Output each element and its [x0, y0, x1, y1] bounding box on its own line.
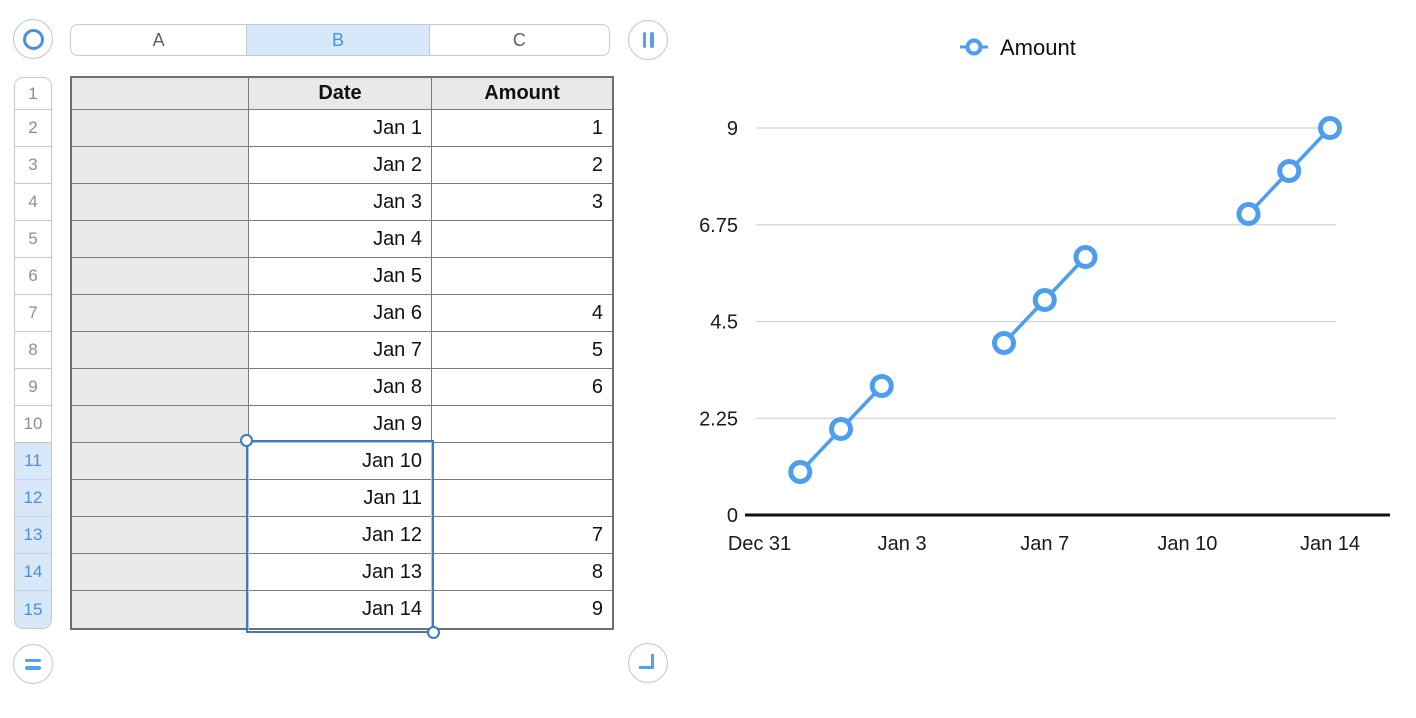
data-point-jan-7[interactable]: [1032, 288, 1057, 312]
cell-B14[interactable]: Jan 13: [249, 554, 432, 591]
cell-C14[interactable]: 8: [432, 554, 612, 591]
row-header-13[interactable]: 13: [15, 517, 51, 554]
row-header-7[interactable]: 7: [15, 295, 51, 332]
column-header-C[interactable]: C: [512, 29, 526, 50]
cell-A12[interactable]: [72, 480, 249, 517]
cell-C6[interactable]: [432, 258, 612, 295]
selection-handle-top-left[interactable]: [240, 434, 253, 447]
cell-B4[interactable]: Jan 3: [249, 184, 432, 221]
column-header-A[interactable]: A: [71, 25, 248, 55]
row-header-12[interactable]: 12: [15, 480, 51, 517]
row-header-11[interactable]: 11: [15, 443, 51, 480]
y-tick-label: 0: [727, 505, 738, 527]
cell-A10[interactable]: [72, 406, 249, 443]
data-point-jan-2[interactable]: [829, 417, 853, 441]
row-header-10[interactable]: 10: [15, 406, 51, 443]
cell-B11[interactable]: Jan 10: [249, 443, 432, 480]
cell-C13[interactable]: 7: [432, 517, 612, 554]
row-header-4[interactable]: 4: [15, 184, 51, 221]
x-tick-label: Dec 31: [728, 533, 791, 555]
cell-A2[interactable]: [72, 110, 249, 147]
cell-B13[interactable]: Jan 12: [249, 517, 432, 554]
cell-C11[interactable]: [432, 443, 612, 480]
cell-B9[interactable]: Jan 8: [249, 369, 432, 406]
selection-handle-bottom-right[interactable]: [427, 626, 440, 639]
cell-C15[interactable]: 9: [591, 598, 603, 620]
cell-B7[interactable]: Jan 6: [249, 295, 432, 332]
double-vertical-bars-icon: [642, 32, 654, 48]
cell-B6[interactable]: Jan 5: [249, 258, 432, 295]
cell-B3[interactable]: Jan 2: [249, 147, 432, 184]
row-header-9[interactable]: 9: [15, 369, 51, 406]
row-header-bar: 1 2 3 4 5 6 7 8 9 10 11 12 13 14 15: [14, 77, 52, 629]
cell-B5[interactable]: Jan 4: [249, 221, 432, 258]
table-resize-handle[interactable]: [628, 643, 668, 683]
cell-B10[interactable]: Jan 9: [249, 406, 432, 443]
spreadsheet-table: Date Amount Jan 1 1 Jan 2 2 Jan 3 3 Jan 4 Jan 5 Ja…: [70, 76, 614, 630]
data-point-jan-8[interactable]: [1073, 245, 1098, 269]
row-header-6[interactable]: 6: [15, 258, 51, 295]
cell-B2[interactable]: Jan 1: [249, 110, 432, 147]
y-tick-label: 6.75: [700, 215, 738, 237]
row-header-2[interactable]: 2: [15, 110, 51, 147]
row-header-14[interactable]: 14: [15, 554, 51, 591]
row-header-15[interactable]: 15: [15, 591, 51, 628]
cell-C7[interactable]: 4: [432, 295, 612, 332]
cell-C10[interactable]: [432, 406, 612, 443]
corner-bracket-icon: [639, 654, 654, 669]
table-select-handle[interactable]: [13, 19, 53, 59]
cell-C12[interactable]: [432, 480, 612, 517]
cell-B12[interactable]: Jan 11: [249, 480, 432, 517]
cell-A15[interactable]: [72, 591, 249, 628]
cell-A3[interactable]: [72, 147, 249, 184]
y-tick-label: 4.5: [710, 312, 738, 334]
row-header-8[interactable]: 8: [15, 332, 51, 369]
row-header-5[interactable]: 5: [15, 221, 51, 258]
cell-A6[interactable]: [72, 258, 249, 295]
cell-C9[interactable]: 6: [432, 369, 612, 406]
cell-A14[interactable]: [72, 554, 249, 591]
cell-C1[interactable]: Amount: [432, 78, 612, 110]
y-tick-label: 9: [727, 118, 738, 140]
cell-C3[interactable]: 2: [432, 147, 612, 184]
row-header-1[interactable]: 1: [15, 78, 51, 110]
line-chart[interactable]: 0 2.25 4.5 6.75 9 Dec 31 Jan 3 Jan 7 Jan 10 Jan 1…: [700, 0, 1416, 718]
cell-C5[interactable]: [432, 221, 612, 258]
cell-A8[interactable]: [72, 332, 249, 369]
data-point-jan-12[interactable]: [1236, 202, 1261, 226]
data-point-jan-1[interactable]: [788, 460, 813, 484]
y-tick-label: 2.25: [700, 408, 738, 430]
legend-label: Amount: [1000, 35, 1076, 60]
cell-A7[interactable]: [72, 295, 249, 332]
cell-A5[interactable]: [72, 221, 249, 258]
data-point-jan-3[interactable]: [869, 374, 894, 398]
add-columns-handle[interactable]: [628, 20, 668, 60]
legend-marker-icon: [965, 38, 983, 56]
x-tick-label: Jan 14: [1300, 533, 1360, 555]
cell-C4[interactable]: 3: [432, 184, 612, 221]
data-point-jan-6[interactable]: [992, 331, 1016, 355]
cell-A9[interactable]: [72, 369, 249, 406]
x-tick-label: Jan 7: [1020, 533, 1069, 555]
circle-icon: [22, 28, 44, 50]
x-tick-label: Jan 10: [1157, 533, 1217, 555]
cell-B8[interactable]: Jan 7: [249, 332, 432, 369]
cell-C8[interactable]: 5: [432, 332, 612, 369]
cell-C2[interactable]: 1: [432, 110, 612, 147]
data-point-jan-13[interactable]: [1277, 159, 1302, 183]
cell-A1[interactable]: [72, 78, 249, 110]
cell-A4[interactable]: [72, 184, 249, 221]
double-horizontal-bars-icon: [25, 658, 41, 670]
cell-A11[interactable]: [72, 443, 249, 480]
add-rows-handle[interactable]: [13, 644, 53, 684]
x-tick-label: Jan 3: [878, 533, 927, 555]
cell-A13[interactable]: [72, 517, 249, 554]
row-header-3[interactable]: 3: [15, 147, 51, 184]
cell-B15[interactable]: Jan 14: [249, 591, 432, 628]
cell-B1[interactable]: Date: [249, 78, 432, 110]
column-header-B[interactable]: B: [247, 25, 430, 55]
chart-legend[interactable]: Amount: [960, 35, 1076, 60]
data-point-jan-14[interactable]: [1318, 116, 1342, 140]
